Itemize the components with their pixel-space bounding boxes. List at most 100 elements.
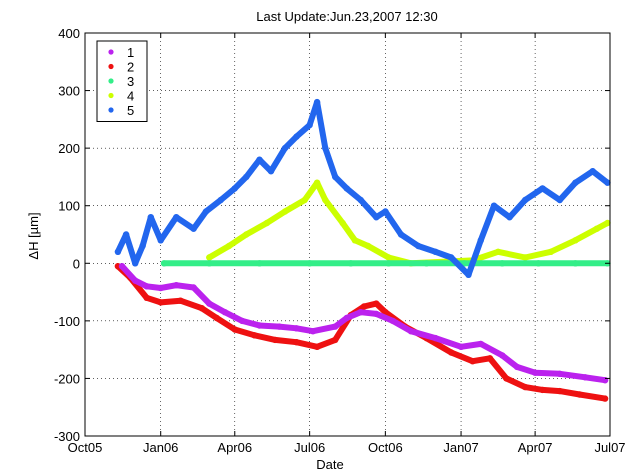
series-3-point [423, 260, 430, 267]
x-tick-label: Jan06 [143, 440, 178, 455]
series-5-point [343, 185, 350, 192]
y-tick-label: -100 [54, 314, 80, 329]
series-2-point [601, 395, 609, 402]
series-5-point [477, 237, 484, 244]
series-2-point [469, 358, 476, 365]
series-1-point [457, 343, 465, 350]
series-2-point [157, 299, 164, 306]
series-5-point [114, 248, 122, 255]
series-1-point [256, 322, 263, 329]
series-5-point [357, 196, 364, 204]
series-4-point [225, 242, 233, 250]
series-1 [118, 263, 609, 384]
y-tick-label: 300 [58, 84, 80, 99]
series-3-point [256, 260, 263, 267]
series-4-point [281, 208, 289, 215]
y-tick-label: 100 [58, 199, 80, 214]
series-2-point [271, 336, 279, 344]
series-5-point [132, 260, 139, 267]
series-5-line [114, 99, 611, 278]
legend-label: 4 [127, 89, 134, 104]
series-1-point [143, 283, 150, 290]
series-2-point [448, 349, 455, 356]
series-4-point [547, 248, 554, 255]
series-5-point [267, 168, 275, 175]
y-tick-label: 0 [73, 256, 80, 271]
series-1-point [332, 323, 339, 330]
series-2-point [556, 387, 563, 395]
series-4-point [351, 237, 359, 244]
series-5-point [539, 185, 546, 192]
series-5-point [448, 254, 455, 261]
series-1-point [582, 374, 589, 381]
series-4-point [206, 254, 213, 261]
x-tick-label: Oct06 [368, 440, 403, 455]
series-1-point [477, 340, 484, 348]
series-5-point [322, 144, 329, 152]
series-1-point [343, 314, 350, 322]
series-3-point [572, 260, 579, 267]
series-1-point [132, 277, 139, 284]
series-1-point [157, 284, 164, 292]
y-tick-label: -300 [54, 429, 80, 444]
y-tick-label: -200 [54, 371, 80, 386]
x-tick-label: Apr06 [217, 440, 252, 455]
series-5-point [139, 242, 146, 250]
series-1-point [556, 370, 563, 377]
series-5-point [231, 185, 238, 192]
series-1-point [206, 300, 213, 307]
series-1-point [118, 263, 126, 270]
series-5-point [604, 179, 611, 186]
series-5-point [190, 225, 197, 232]
series-2-point [332, 336, 339, 344]
series-4-point [339, 219, 346, 227]
ticks: -300 -200 -100 0 100 200 300 400 Oct05 Jan06 Apr06… [54, 26, 626, 455]
series-4-point [572, 237, 579, 244]
series-2-point [486, 355, 494, 362]
legend-marker [108, 107, 114, 113]
series-5-point [589, 168, 596, 175]
x-tick-label: Jul07 [594, 440, 625, 455]
series-2-point [373, 300, 380, 307]
series-4-point [385, 254, 392, 261]
legend-label: 3 [127, 74, 134, 89]
series-1-point [173, 282, 180, 289]
y-axis-label: ΔH [µm] [26, 212, 41, 259]
x-axis-label: Date [316, 457, 343, 472]
legend-marker [108, 92, 114, 99]
series-1-point [239, 317, 246, 325]
series-5 [114, 98, 611, 278]
series-3-point [535, 260, 542, 267]
series-layer [114, 98, 611, 402]
series-5-point [572, 179, 579, 186]
series-1-point [221, 309, 229, 316]
series-1-point [309, 328, 317, 335]
series-2-point [177, 297, 184, 304]
series-5-point [243, 173, 250, 181]
chart-title: Last Update:Jun.23,2007 12:30 [256, 9, 437, 24]
series-1-point [432, 334, 439, 342]
series-5-point [293, 133, 300, 140]
series-2-point [382, 309, 389, 316]
x-tick-label: Jan07 [443, 440, 478, 455]
series-1-point [357, 309, 364, 316]
series-5-point [217, 196, 224, 204]
legend-box [96, 40, 148, 122]
legend-marker [108, 49, 114, 55]
plot-frame [84, 32, 611, 437]
series-4-point [522, 254, 529, 261]
series-5-point [522, 196, 529, 204]
series-5-point [373, 214, 380, 221]
series-1-point [276, 323, 283, 330]
series-2-point [522, 383, 529, 391]
series-3-point [385, 260, 392, 267]
x-tick-label: Oct05 [68, 440, 103, 455]
series-5-point [506, 214, 513, 221]
x-tick-label: Jul06 [294, 440, 325, 455]
series-5-point [122, 231, 130, 238]
series-5-point [306, 121, 313, 129]
series-5-point [415, 242, 422, 250]
